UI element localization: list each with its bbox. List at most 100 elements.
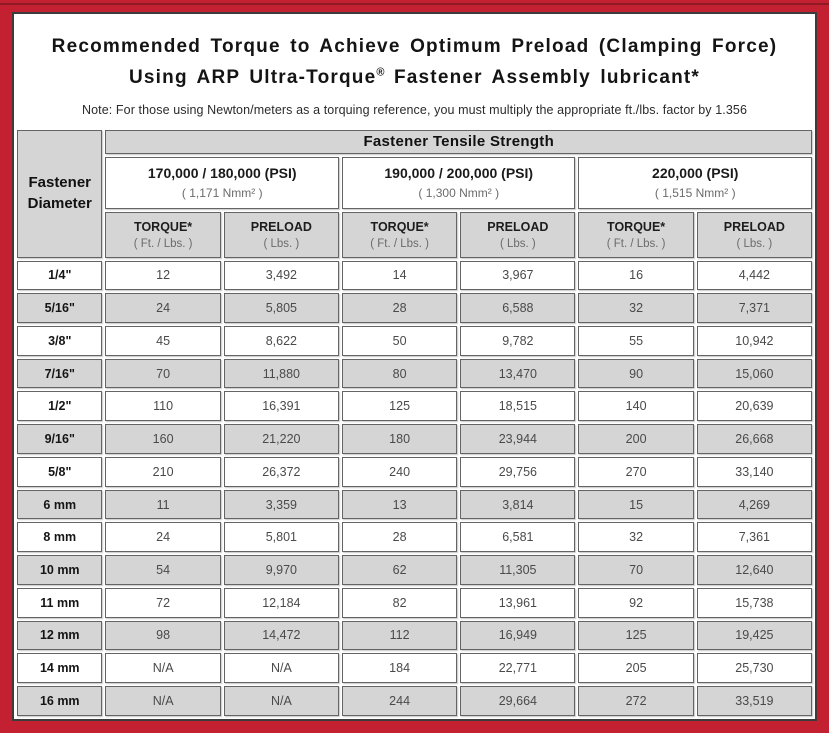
psi-group-header-0: 170,000 / 180,000 (PSI) ( 1,171 Nmm² ) <box>105 156 339 209</box>
preload-value: 12,184 <box>223 587 339 618</box>
preload-value: 7,371 <box>696 293 812 323</box>
torque-value: 80 <box>341 358 458 389</box>
psi-value: 220,000 (PSI) <box>652 165 739 182</box>
table-row: 9/16" 160 21,220 180 23,944 200 26,668 <box>17 424 812 454</box>
torque-value: 70 <box>578 555 694 585</box>
row-label-diameter: 1/2" <box>17 391 103 422</box>
preload-value: 29,756 <box>460 456 576 487</box>
preload-value: 12,640 <box>696 555 812 585</box>
torque-value: 180 <box>341 424 458 454</box>
preload-value: 26,668 <box>696 424 812 454</box>
torque-value: 28 <box>341 522 458 553</box>
preload-value: 3,814 <box>460 489 576 520</box>
preload-value: 4,269 <box>696 489 812 520</box>
psi-group-header-2: 220,000 (PSI) ( 1,515 Nmm² ) <box>578 156 812 209</box>
preload-value: 4,442 <box>696 260 812 291</box>
nmm-value: ( 1,171 Nmm² ) <box>181 186 263 201</box>
torque-value: 240 <box>341 456 458 487</box>
table-row: 10 mm 54 9,970 62 11,305 70 12,640 <box>17 555 812 585</box>
row-label-diameter: 14 mm <box>17 653 103 684</box>
torque-header-0: TORQUE* ( Ft. / Lbs. ) <box>105 211 221 258</box>
table-row: 7/16" 70 11,880 80 13,470 90 15,060 <box>17 358 812 389</box>
torque-value: 82 <box>341 587 458 618</box>
preload-value: 22,771 <box>460 653 576 684</box>
torque-value: 13 <box>341 489 458 520</box>
torque-value: 12 <box>105 260 221 291</box>
torque-value: 70 <box>105 358 221 389</box>
torque-value: 54 <box>105 555 221 585</box>
table-row: 12 mm 98 14,472 112 16,949 125 19,425 <box>17 620 812 651</box>
psi-group-header-1: 190,000 / 200,000 (PSI) ( 1,300 Nmm² ) <box>341 156 576 209</box>
preload-value: 11,305 <box>460 555 576 585</box>
preload-value: 19,425 <box>696 620 812 651</box>
table-row: 5/8" 210 26,372 240 29,756 270 33,140 <box>17 456 812 487</box>
content-frame: Recommended Torque to Achieve Optimum Pr… <box>12 12 817 721</box>
row-label-diameter: 1/4" <box>17 260 103 291</box>
preload-value: 8,622 <box>223 326 339 356</box>
torque-value: 24 <box>105 522 221 553</box>
fastener-diameter-line1: Fastener <box>28 174 91 192</box>
psi-value: 170,000 / 180,000 (PSI) <box>147 165 297 182</box>
title-line2: Using ARP Ultra-Torque® Fastener Assembl… <box>129 66 701 88</box>
torque-value: 140 <box>578 391 694 422</box>
torque-value: 200 <box>578 424 694 454</box>
row-label-diameter: 11 mm <box>17 587 103 618</box>
preload-value: N/A <box>223 686 339 716</box>
row-label-diameter: 9/16" <box>17 424 103 454</box>
torque-value: 32 <box>578 293 694 323</box>
preload-value: 6,581 <box>460 522 576 553</box>
psi-value: 190,000 / 200,000 (PSI) <box>384 165 534 182</box>
torque-label: TORQUE* <box>370 219 429 234</box>
preload-value: 33,140 <box>696 456 812 487</box>
tensile-strength-header: Fastener Tensile Strength <box>105 129 812 154</box>
preload-value: 13,470 <box>460 358 576 389</box>
preload-value: N/A <box>223 653 339 684</box>
torque-value: N/A <box>105 686 221 716</box>
torque-value: 125 <box>578 620 694 651</box>
torque-value: 184 <box>341 653 458 684</box>
torque-table-body: 1/4" 12 3,492 14 3,967 16 4,442 5/16" 24 5,805 28 6… <box>17 260 812 716</box>
table-row: 1/4" 12 3,492 14 3,967 16 4,442 <box>17 260 812 291</box>
sub-header-row: TORQUE* ( Ft. / Lbs. ) PRELOAD ( Lbs. ) TORQ… <box>17 211 812 258</box>
main-header-row: Fastener Diameter Fastener Tensile Streng… <box>17 129 812 258</box>
torque-value: 15 <box>578 489 694 520</box>
table-row: 6 mm 11 3,359 13 3,814 15 4,269 <box>17 489 812 520</box>
torque-header-1: TORQUE* ( Ft. / Lbs. ) <box>341 211 458 258</box>
torque-value: 11 <box>105 489 221 520</box>
torque-table: Fastener Diameter Fastener Tensile Streng… <box>14 127 815 719</box>
registered-trademark-symbol: ® <box>376 66 385 79</box>
torque-value: 14 <box>341 260 458 291</box>
preload-value: 11,880 <box>223 358 339 389</box>
torque-value: 62 <box>341 555 458 585</box>
row-label-diameter: 10 mm <box>17 555 103 585</box>
preload-value: 3,492 <box>223 260 339 291</box>
table-row: 16 mm N/A N/A 244 29,664 272 33,519 <box>17 686 812 716</box>
preload-value: 16,949 <box>460 620 576 651</box>
row-label-diameter: 6 mm <box>17 489 103 520</box>
preload-header-2: PRELOAD ( Lbs. ) <box>696 211 812 258</box>
preload-unit: ( Lbs. ) <box>736 237 773 250</box>
torque-unit: ( Ft. / Lbs. ) <box>370 237 429 250</box>
torque-value: 90 <box>578 358 694 389</box>
torque-value: 160 <box>105 424 221 454</box>
title-line2-post: Fastener Assembly lubricant* <box>384 66 701 88</box>
table-row: 11 mm 72 12,184 82 13,961 92 15,738 <box>17 587 812 618</box>
psi-header-row: 170,000 / 180,000 (PSI) ( 1,171 Nmm² ) 190… <box>17 156 812 209</box>
table-row: 1/2" 110 16,391 125 18,515 140 20,639 <box>17 391 812 422</box>
torque-value: 270 <box>578 456 694 487</box>
row-label-diameter: 3/8" <box>17 326 103 356</box>
preload-label: PRELOAD <box>487 219 549 234</box>
page-title: Recommended Torque to Achieve Optimum Pr… <box>20 32 809 94</box>
preload-value: 13,961 <box>460 587 576 618</box>
preload-value: 20,639 <box>696 391 812 422</box>
preload-value: 15,738 <box>696 587 812 618</box>
torque-value: 24 <box>105 293 221 323</box>
row-label-diameter: 8 mm <box>17 522 103 553</box>
torque-value: 110 <box>105 391 221 422</box>
row-label-diameter: 5/16" <box>17 293 103 323</box>
preload-label: PRELOAD <box>723 219 785 234</box>
torque-value: 98 <box>105 620 221 651</box>
torque-value: 244 <box>341 686 458 716</box>
nmm-value: ( 1,515 Nmm² ) <box>654 186 736 201</box>
row-label-diameter: 16 mm <box>17 686 103 716</box>
